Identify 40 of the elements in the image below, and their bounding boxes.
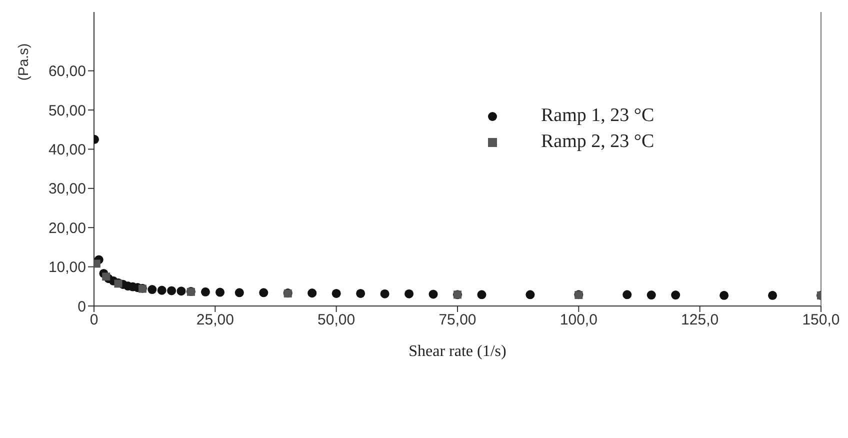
point [380, 289, 390, 298]
x-tick-label: 75,00 [438, 312, 476, 329]
point [308, 288, 317, 298]
point [176, 286, 186, 296]
point [200, 287, 210, 296]
y-tick-label: 0 [78, 298, 86, 316]
y-tick-label: 50,00 [48, 102, 86, 120]
y-tick-label: 10,00 [48, 259, 86, 276]
point [102, 272, 110, 281]
legend-label: Ramp 1, 23 °C [541, 105, 654, 126]
point [428, 290, 438, 299]
point [671, 290, 680, 300]
y-axis-title: (Pa.s) [15, 43, 31, 81]
legend-label: Ramp 2, 23 °C [541, 131, 654, 152]
point [526, 290, 535, 300]
point [148, 285, 157, 294]
x-tick-label: 125,0 [681, 312, 719, 329]
x-tick-label: 50,00 [318, 312, 356, 329]
x-axis-title: Shear rate (1/s) [408, 343, 506, 360]
y-tick-label: 30,00 [48, 180, 86, 198]
point [622, 290, 632, 300]
point [259, 288, 268, 298]
x-tick-label: 25,00 [196, 312, 234, 329]
point [720, 290, 729, 300]
point [216, 288, 225, 297]
point [356, 288, 366, 298]
y-tick-label: 40,00 [48, 142, 86, 159]
y-tick-label: 20,00 [48, 220, 86, 237]
y-tick-label: 60,00 [48, 63, 86, 80]
point [646, 290, 656, 300]
point [768, 290, 778, 300]
x-tick-label: 150,0 [802, 312, 840, 329]
x-tick-label: 0 [90, 312, 98, 329]
point [332, 288, 341, 298]
point [404, 289, 414, 298]
point [234, 288, 244, 298]
x-tick-label: 100,0 [560, 312, 598, 329]
point [167, 286, 176, 296]
point [477, 290, 486, 300]
point [157, 286, 166, 295]
